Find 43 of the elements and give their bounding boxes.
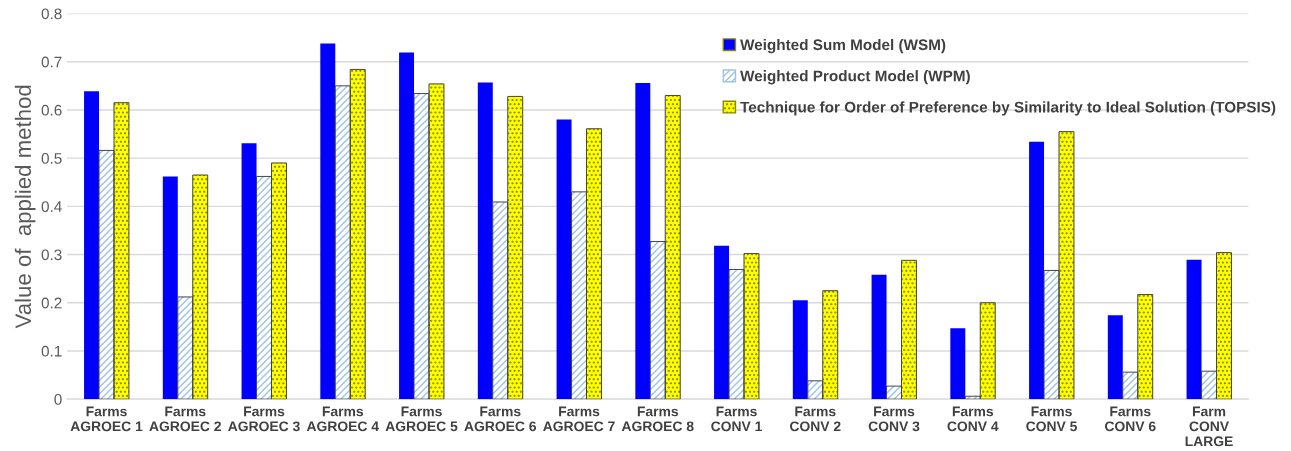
y-tick-label: 0.1	[41, 345, 62, 357]
bar	[635, 82, 651, 400]
x-tick-label: Farms CONV 2	[789, 406, 841, 432]
bar	[1029, 141, 1045, 400]
x-tick-label: Farms CONV 5	[1026, 406, 1077, 432]
x-tick-label: Farms AGROEC 2	[149, 406, 221, 432]
x-tick-label: Farms AGROEC 3	[228, 406, 300, 432]
legend-label: Weighted Product Model (WPM)	[740, 70, 970, 85]
bar	[950, 328, 966, 400]
x-tick-label: Farms AGROEC 4	[306, 406, 379, 432]
y-tick-label: 0	[54, 394, 62, 405]
bar	[241, 143, 257, 400]
x-tick-label: Farms CONV 6	[1104, 406, 1156, 432]
y-tick-label: 0.5	[41, 153, 62, 164]
y-tick-label: 0.2	[41, 297, 62, 309]
bar	[320, 43, 336, 400]
x-tick-label: Farms AGROEC 8	[621, 406, 694, 432]
y-tick-label: 0.6	[41, 104, 62, 116]
x-tick-label: Farms CONV 4	[947, 406, 999, 432]
y-tick-label: 0.8	[41, 8, 62, 20]
legend-label: Weighted Sum Model (WSM)	[740, 38, 946, 54]
x-tick-label: Farms CONV 3	[868, 406, 920, 432]
bar	[1186, 259, 1202, 400]
bar	[399, 52, 415, 400]
y-tick-label: 0.3	[41, 249, 62, 261]
x-tick-label: Farms AGROEC 7	[543, 406, 615, 432]
x-tick-label: Farm CONV LARGE	[1185, 406, 1233, 447]
bar	[84, 91, 100, 400]
y-tick-label: 0.4	[41, 201, 62, 213]
x-tick-label: Farms CONV 1	[711, 406, 762, 432]
legend-label: Technique for Order of Preference by Similarity to Ideal Solution (TOPSIS)	[740, 101, 1276, 116]
x-tick-label: Farms AGROEC 6	[464, 406, 537, 432]
bar	[871, 274, 887, 400]
y-axis-title: Value of applied method	[14, 85, 36, 329]
bar	[1107, 315, 1123, 400]
bar	[556, 119, 572, 400]
bar	[477, 82, 493, 400]
y-tick-label: 0.7	[41, 56, 62, 68]
bar	[792, 300, 808, 400]
bar	[714, 245, 730, 400]
x-tick-label: Farms AGROEC 1	[70, 406, 143, 432]
bar	[162, 176, 178, 400]
x-tick-label: Farms AGROEC 5	[385, 406, 458, 432]
